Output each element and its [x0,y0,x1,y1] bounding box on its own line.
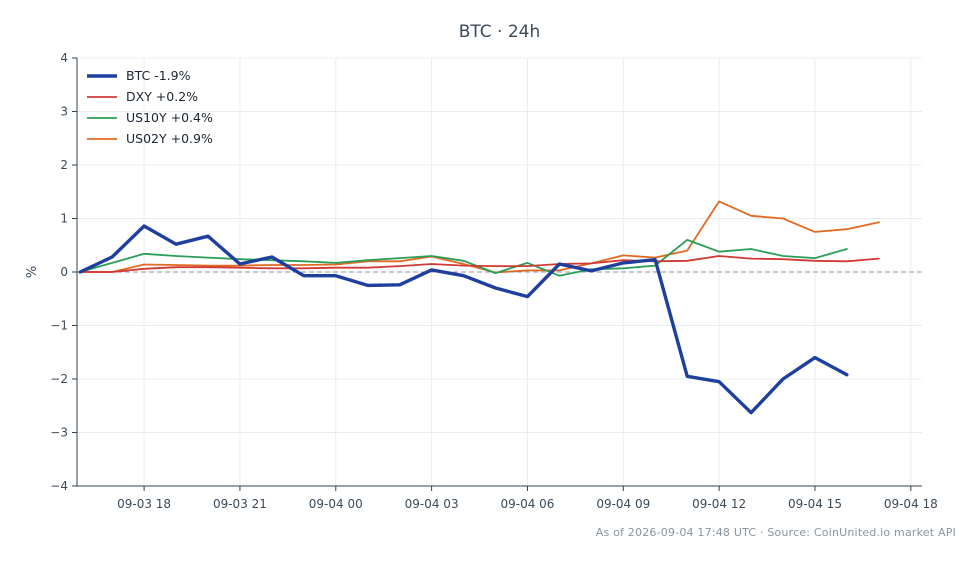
footer-source: As of 2026-09-04 17:48 UTC · Source: Coi… [595,526,956,539]
y-tick-label: −4 [50,479,68,493]
y-tick-label: −2 [50,372,68,386]
x-tick-label: 09-04 18 [884,497,938,511]
y-tick-label: 3 [60,105,68,119]
x-tick-label: 09-03 18 [117,497,171,511]
x-tick-label: 09-04 00 [309,497,363,511]
y-axis-label: % [25,266,40,278]
chart-title: BTC · 24h [459,22,541,42]
legend-label: US10Y +0.4% [126,110,213,125]
y-tick-label: 4 [60,51,68,65]
series-line-us10y [79,238,848,277]
legend-label: BTC -1.9% [126,68,191,83]
x-tick-label: 09-04 15 [788,497,842,511]
series-line-us02y [79,200,880,274]
x-tick-label: 09-04 12 [692,497,746,511]
y-tick-label: −1 [50,319,68,333]
legend-label: US02Y +0.9% [126,131,213,146]
x-tick-label: 09-04 09 [596,497,650,511]
series-line-btc [78,224,849,415]
legend: BTC -1.9% DXY +0.2% US10Y +0.4% US02Y +0.9% [87,68,213,146]
x-tick-label: 09-03 21 [213,497,267,511]
x-tick-label: 09-04 03 [405,497,459,511]
series-line-dxy [79,255,880,273]
x-tick-label: 09-04 06 [500,497,554,511]
y-tick-label: 0 [60,265,68,279]
y-tick-label: 2 [60,158,68,172]
y-tick-label: 1 [60,212,68,226]
y-tick-label: −3 [50,426,68,440]
legend-label: DXY +0.2% [126,89,198,104]
